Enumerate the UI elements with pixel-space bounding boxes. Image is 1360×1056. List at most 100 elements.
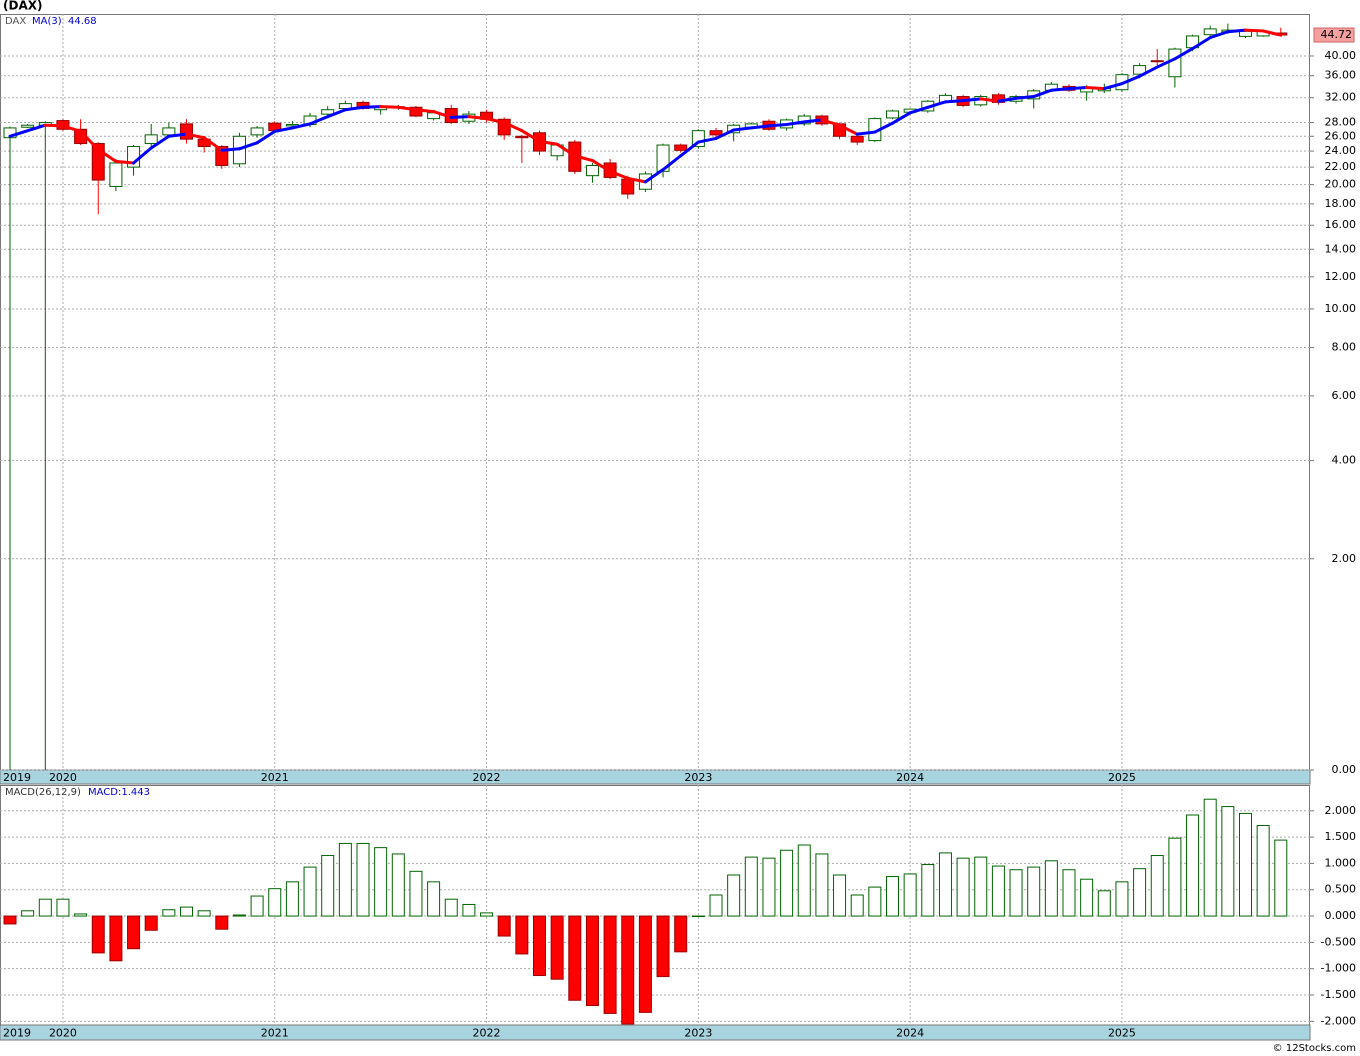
- macd-bar: [1009, 869, 1023, 917]
- y-tick-label: 1.000: [1325, 856, 1357, 869]
- y-tick-label: 16.00: [1325, 218, 1357, 231]
- ma-segment: [555, 142, 577, 158]
- candle-body: [850, 135, 864, 143]
- y-tick-label: 6.00: [1332, 389, 1357, 402]
- ma-segment: [626, 176, 647, 184]
- macd-bar: [1274, 839, 1288, 917]
- y-tick-label: -2.000: [1321, 1014, 1356, 1027]
- ma-segment: [396, 105, 418, 112]
- y-tick-label: 2.000: [1325, 804, 1357, 817]
- ma-segment: [79, 129, 100, 152]
- ma-segment: [485, 117, 506, 125]
- ma-segment: [873, 121, 894, 134]
- macd-bar: [638, 915, 652, 1013]
- ma-segment: [1120, 74, 1142, 86]
- ma-segment: [749, 124, 771, 130]
- macd-bar: [956, 857, 970, 917]
- macd-bar: [568, 915, 582, 1001]
- ma-segment: [326, 108, 347, 119]
- candle-body: [180, 123, 193, 140]
- candle-body: [621, 178, 635, 195]
- ma-segment: [114, 159, 136, 165]
- y-tick-label: 24.00: [1325, 144, 1357, 157]
- macd-bar: [391, 853, 405, 917]
- ma-segment: [996, 96, 1018, 103]
- macd-bar: [1097, 890, 1111, 917]
- ma-segment: [61, 124, 83, 133]
- candle-body: [250, 127, 264, 136]
- ma-segment: [785, 120, 806, 127]
- macd-bar: [1133, 868, 1147, 917]
- y-tick-label: 32.00: [1325, 91, 1357, 104]
- ma-segment: [432, 110, 453, 119]
- macd-bar: [338, 842, 352, 917]
- x-tick-label: 2019: [3, 771, 31, 784]
- ma-segment: [573, 154, 594, 163]
- macd-bar: [886, 876, 899, 917]
- ma-segment: [1085, 85, 1106, 91]
- x-tick-label: 2020: [49, 1027, 77, 1040]
- candle-body: [709, 130, 723, 136]
- macd-bar: [215, 915, 229, 930]
- candle-body: [515, 135, 529, 139]
- macd-bar: [356, 842, 370, 917]
- x-tick-label: 2020: [49, 771, 77, 784]
- y-tick-label: 22.00: [1325, 160, 1357, 173]
- chart-title: (DAX): [3, 0, 42, 13]
- macd-bar: [903, 873, 917, 917]
- y-tick-label: -1.500: [1321, 988, 1356, 1001]
- ma-segment: [732, 126, 753, 132]
- ma-segment: [661, 154, 683, 172]
- macd-bar: [585, 915, 599, 1007]
- macd-bar: [1115, 881, 1129, 917]
- macd-bar: [268, 888, 282, 917]
- ma-segment: [767, 123, 789, 128]
- ma-segment: [979, 97, 1000, 103]
- ma-segment: [449, 115, 471, 119]
- macd-bar: [374, 847, 388, 917]
- y-tick-label: 40.00: [1325, 49, 1357, 62]
- ma-segment: [502, 121, 524, 133]
- macd-bar: [444, 898, 458, 917]
- ma-segment: [43, 123, 65, 128]
- y-tick-label: 36.00: [1325, 69, 1357, 82]
- last-price: 44.72: [1321, 28, 1353, 41]
- macd-bar: [1221, 806, 1235, 917]
- macd-bar: [91, 915, 105, 954]
- x-tick-label: 2022: [473, 771, 501, 784]
- macd-bar: [780, 849, 794, 917]
- x-tick-label: 2023: [684, 1027, 712, 1040]
- y-tick-label: 28.00: [1325, 116, 1357, 129]
- ma-segment: [1138, 65, 1159, 78]
- candle-body: [585, 164, 599, 177]
- candle-body: [674, 144, 688, 151]
- macd-bar: [727, 874, 741, 917]
- candle-body: [1239, 30, 1252, 37]
- symbol-label: DAX: [5, 16, 26, 27]
- ma-segment: [185, 132, 206, 140]
- macd-bar: [109, 915, 123, 962]
- macd-bar: [74, 913, 88, 917]
- ma-segment: [1049, 87, 1071, 92]
- candle-body: [886, 110, 899, 119]
- macd-bar: [921, 863, 935, 917]
- y-tick-label: -1.000: [1321, 962, 1356, 975]
- y-tick-label: 2.00: [1332, 552, 1357, 565]
- ma-segment: [1014, 95, 1036, 100]
- ma-segment: [1155, 57, 1177, 69]
- macd-bar: [1168, 837, 1182, 917]
- macd-value: MACD:1.443: [88, 787, 150, 798]
- y-tick-label: 0.00: [1332, 763, 1357, 776]
- ma-segment: [379, 105, 400, 109]
- date-strip: [0, 1024, 1311, 1041]
- ma-segment: [1261, 29, 1283, 37]
- macd-bar: [762, 857, 776, 917]
- ma-segment: [943, 99, 965, 104]
- macd-bar: [285, 881, 299, 917]
- macd-bar: [991, 865, 1005, 917]
- macd-bar: [250, 895, 264, 917]
- macd-bar: [127, 915, 141, 950]
- macd-bar: [797, 844, 811, 917]
- ma-segment: [1226, 28, 1247, 34]
